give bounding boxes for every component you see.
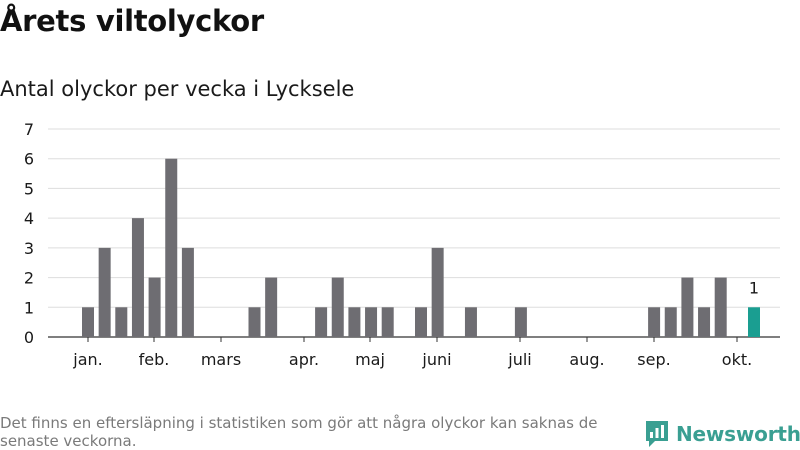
bar <box>648 307 661 337</box>
x-tick-label: juli <box>507 350 531 369</box>
bar <box>348 307 361 337</box>
bar <box>714 277 727 337</box>
bar <box>415 307 427 337</box>
bar <box>464 307 477 337</box>
bar <box>265 277 278 337</box>
y-tick-label: 3 <box>24 239 34 258</box>
x-tick-label: aug. <box>569 350 604 369</box>
brand-logo[interactable]: Newsworthy <box>644 418 800 450</box>
chart-title: Årets viltolyckor <box>0 4 264 38</box>
y-tick-label: 6 <box>24 150 34 169</box>
bar <box>315 307 328 337</box>
x-tick-label: feb. <box>139 350 170 369</box>
footnote: Det finns en eftersläpning i statistiken… <box>0 414 598 450</box>
bar <box>331 277 344 337</box>
chart-subtitle: Antal olyckor per vecka i Lycksele <box>0 77 355 101</box>
y-tick-label: 0 <box>24 328 34 347</box>
bar <box>181 247 194 337</box>
brand-name: Newsworthy <box>676 422 800 446</box>
y-tick-label: 5 <box>24 179 34 198</box>
bar <box>664 307 677 337</box>
bar <box>514 307 527 337</box>
bar <box>148 277 161 337</box>
bar <box>681 277 694 337</box>
y-tick-label: 4 <box>24 209 34 228</box>
bar <box>431 247 444 337</box>
x-tick-label: jan. <box>72 350 102 369</box>
bar <box>115 307 128 337</box>
y-tick-label: 2 <box>24 269 34 288</box>
bar <box>131 218 144 337</box>
bar <box>381 307 394 337</box>
bar <box>82 307 94 337</box>
bar <box>165 158 178 337</box>
bar <box>698 307 711 337</box>
y-tick-label: 7 <box>24 120 34 139</box>
bar-chart: 0 1 2 3 4 5 6 7 1 jan. feb. mars apr. maj juni juli aug.… <box>24 120 780 369</box>
bar <box>365 307 378 337</box>
bar <box>98 247 111 337</box>
x-tick-label: juni <box>421 350 451 369</box>
x-tick-label: mars <box>201 350 241 369</box>
x-tick-label: maj <box>355 350 385 369</box>
x-tick-label: sep. <box>637 350 670 369</box>
bar <box>248 307 261 337</box>
y-tick-label: 1 <box>24 298 34 317</box>
newsworthy-logo-icon <box>646 421 668 447</box>
x-tick-label: okt. <box>722 350 752 369</box>
x-tick-label: apr. <box>289 350 319 369</box>
data-label: 1 <box>749 278 759 297</box>
bar-highlight <box>748 307 760 337</box>
